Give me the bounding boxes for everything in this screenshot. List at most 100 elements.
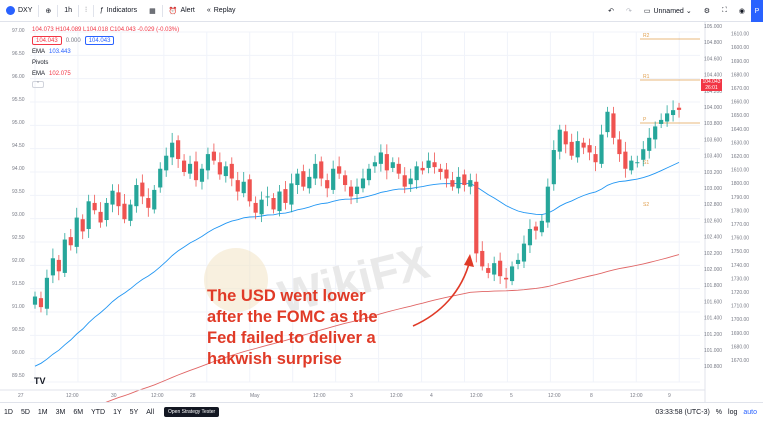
candle-body (360, 178, 366, 189)
auto-toggle[interactable]: auto (743, 409, 757, 416)
sell-price-tag[interactable]: 104.043 (32, 36, 62, 45)
candle-body (140, 182, 145, 197)
time-axis-tick: May (250, 393, 260, 399)
log-toggle[interactable]: log (728, 409, 738, 416)
publish-button[interactable]: P (751, 0, 763, 22)
compare-button[interactable]: ⊕ (39, 0, 57, 22)
settings-button[interactable]: ⚙ (698, 0, 716, 22)
chart-type-button[interactable]: ⫶ (79, 0, 93, 22)
range-1m[interactable]: 1M (37, 408, 48, 416)
left-axis-tick: 91.50 (12, 281, 25, 287)
candle-body (259, 199, 264, 215)
fullscreen-button[interactable]: ⛶ (716, 0, 733, 22)
indicators-label: Indicators (106, 7, 138, 14)
utc-clock[interactable]: 03:33:58 (UTC-3) (655, 409, 710, 416)
range-3m[interactable]: 3M (55, 408, 66, 416)
candle-body (450, 180, 455, 187)
candle-body (515, 259, 521, 264)
left-axis-tick: 95.00 (12, 120, 25, 126)
templates-button[interactable]: ▦ (143, 0, 162, 22)
candle-body (32, 296, 38, 305)
range-6m[interactable]: 6M (73, 408, 84, 416)
right-axis-tick: 104.000 (704, 105, 722, 111)
indicators-button[interactable]: ƒ Indicators (94, 0, 143, 22)
candle-body (295, 173, 300, 186)
candle-body (384, 154, 389, 171)
candle-body (670, 110, 676, 116)
candle-body (366, 168, 372, 181)
candle-body (498, 260, 503, 277)
outer-axis-tick: 1750.00 (731, 249, 749, 255)
range-5y[interactable]: 5Y (129, 408, 139, 416)
publish-label: P (754, 7, 760, 15)
candle-body (193, 161, 199, 181)
toolbar-divider (57, 4, 59, 17)
alert-label: Alert (180, 7, 195, 14)
candle-body (301, 171, 306, 187)
price-chart[interactable]: WikiFX R2 R1 P S1 S2 97.0096.5096.0095.5… (0, 22, 763, 402)
last-price-label: 104.043 26:01 (701, 79, 722, 91)
outer-axis-tick: 1770.00 (731, 222, 749, 228)
range-1y[interactable]: 1Y (113, 408, 122, 416)
range-all[interactable]: All (146, 408, 155, 416)
toolbar-divider (92, 4, 94, 17)
candle-body (235, 180, 240, 192)
candle-body (629, 160, 634, 171)
redo-button[interactable]: ↷ (620, 0, 638, 22)
buy-price-tag[interactable]: 104.043 (84, 36, 115, 45)
layout-button[interactable]: ▭ Unnamed ⌄ (638, 0, 698, 22)
outer-axis-tick: 1600.00 (731, 45, 749, 51)
ema-slow-legend[interactable]: EMA 102.075 (32, 68, 179, 79)
pivots-legend[interactable]: Pivots (32, 57, 179, 68)
open-strategy-tester-button[interactable]: Open Strategy Tester (164, 407, 220, 417)
toolbar-divider (161, 4, 163, 17)
outer-price-axis: 1620.00 1610.00 1600.00 1690.00 1680.00 1670.… (731, 22, 749, 364)
range-ytd[interactable]: YTD (91, 408, 106, 416)
left-axis-tick: 92.00 (12, 258, 25, 264)
candle-body (229, 163, 234, 179)
outer-axis-tick: 1680.00 (731, 72, 749, 78)
candle-body (420, 167, 425, 171)
candle-body (581, 142, 586, 148)
candle-body (62, 239, 67, 273)
ema-slow-label: EMA (32, 70, 46, 77)
candle-body (80, 219, 85, 232)
candle-body (492, 263, 497, 275)
pivot-lines: R2 R1 P S1 S2 (640, 33, 700, 208)
alert-button[interactable]: ⏰ Alert (163, 0, 201, 22)
candle-body (217, 162, 222, 175)
candle-body (665, 113, 670, 122)
left-axis-tick: 93.00 (12, 212, 25, 218)
percent-toggle[interactable]: % (715, 409, 723, 416)
interval-label: 1h (64, 7, 73, 14)
snapshot-button[interactable]: ◉ (733, 0, 751, 22)
time-axis-tick: 3 (350, 393, 353, 399)
left-axis-tick: 96.00 (12, 74, 25, 80)
collapse-legend-button[interactable]: ⌃ (32, 81, 44, 88)
candle-body (474, 181, 479, 254)
outer-axis-tick: 1790.00 (731, 195, 749, 201)
symbol-search[interactable]: DXY (0, 0, 38, 22)
candle-body (98, 211, 103, 223)
outer-axis-tick: 1680.00 (731, 344, 749, 350)
candle-body (372, 162, 377, 167)
range-5d[interactable]: 5D (20, 408, 30, 416)
time-axis-tick: 5 (510, 393, 513, 399)
candle-body (152, 189, 157, 210)
candle-body (56, 259, 61, 272)
ema-fast-legend[interactable]: EMA 103.443 (32, 46, 179, 57)
plus-circle-icon: ⊕ (45, 7, 52, 15)
left-axis-tick: 94.50 (12, 143, 25, 149)
interval-button[interactable]: 1h (58, 0, 78, 22)
undo-button[interactable]: ↶ (602, 0, 620, 22)
candle-body (551, 150, 556, 185)
range-1d[interactable]: 1D (4, 408, 13, 416)
legend-collapse-row: ⌃ (32, 79, 179, 90)
time-axis-tick: 12:00 (66, 393, 79, 399)
candle-body (343, 175, 348, 186)
replay-button[interactable]: «Replay (201, 0, 242, 22)
candle-body (444, 169, 449, 179)
outer-axis-tick: 1660.00 (731, 100, 749, 106)
time-axis-tick: 12:00 (630, 393, 643, 399)
spread-value: 0.000 (65, 37, 81, 44)
